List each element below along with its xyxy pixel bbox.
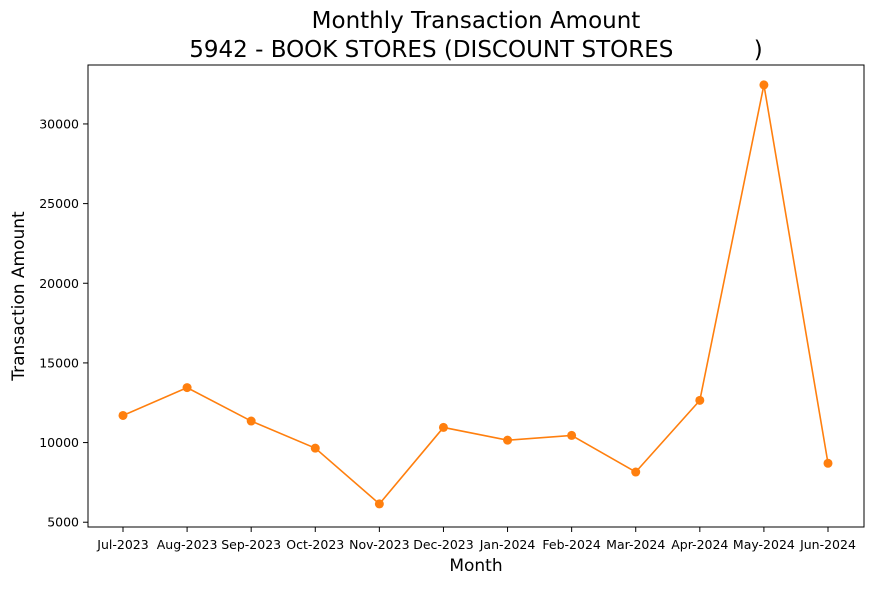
data-point — [695, 395, 705, 405]
chart-subtitle: 5942 - BOOK STORES (DISCOUNT STORES ) — [189, 37, 763, 63]
x-tick-label: Jan-2024 — [479, 537, 536, 552]
x-tick-label: Mar-2024 — [606, 537, 665, 552]
x-tick-label: Nov-2023 — [349, 537, 409, 552]
y-tick-label: 30000 — [39, 116, 79, 131]
data-point — [246, 416, 256, 426]
x-tick-label: Jun-2024 — [799, 537, 856, 552]
x-tick-label: Feb-2024 — [542, 537, 601, 552]
x-tick-label: Oct-2023 — [286, 537, 344, 552]
y-axis-label: Transaction Amount — [9, 211, 29, 382]
y-axis-ticks: 5000 10000 15000 20000 25000 30000 — [39, 116, 88, 530]
x-tick-label: Apr-2024 — [671, 537, 728, 552]
x-tick-label: Dec-2023 — [413, 537, 474, 552]
chart-title: Monthly Transaction Amount — [312, 8, 641, 34]
y-tick-label: 10000 — [39, 435, 79, 450]
plot-area-frame — [87, 64, 865, 528]
data-point — [503, 435, 513, 445]
data-point — [310, 443, 320, 453]
y-tick-label: 15000 — [39, 355, 79, 370]
data-point — [759, 80, 769, 90]
x-tick-label: Aug-2023 — [157, 537, 218, 552]
data-point — [823, 458, 833, 468]
x-axis-label: Month — [449, 556, 502, 576]
data-point — [118, 410, 128, 420]
data-point — [182, 383, 192, 393]
y-tick-label: 5000 — [47, 515, 79, 530]
data-point — [631, 467, 641, 477]
y-tick-label: 25000 — [39, 196, 79, 211]
data-point — [438, 422, 448, 432]
x-tick-label: May-2024 — [733, 537, 795, 552]
x-axis-ticks: Jul-2023 Aug-2023 Sep-2023 Oct-2023 Nov-2023… — [96, 527, 856, 552]
x-tick-label: Sep-2023 — [221, 537, 281, 552]
series-line — [122, 84, 829, 506]
x-tick-label: Jul-2023 — [96, 537, 148, 552]
y-tick-label: 20000 — [39, 276, 79, 291]
series-points — [118, 80, 833, 509]
data-point — [374, 499, 384, 509]
data-point — [567, 430, 577, 440]
